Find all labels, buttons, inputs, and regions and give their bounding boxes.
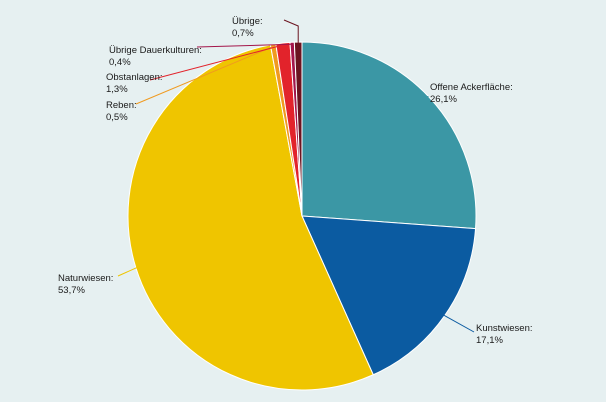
leader-line-reben: [135, 45, 274, 105]
label-naturwiesen: Naturwiesen: 53,7%: [58, 273, 116, 296]
leader-line-uebrige-dauerkulturen: [196, 43, 293, 48]
leader-line-obstanlagen: [149, 44, 284, 81]
leader-line-naturwiesen: [117, 266, 138, 277]
label-uebrige-dauerkulturen: Übrige Dauerkulturen: 0,4%: [109, 45, 205, 68]
leader-line-uebrige: [283, 19, 299, 45]
pie-slice-offene-ackerflaeche: [301, 41, 477, 230]
label-kunstwiesen: Kunstwiesen: 17,1%: [476, 323, 535, 346]
leader-line-kunstwiesen: [442, 314, 475, 333]
slice-labels: Offene Ackerfläche: 26,1% Kunstwiesen: 1…: [58, 16, 535, 346]
leader-lines: [117, 19, 475, 333]
label-offene-ackerflaeche: Offene Ackerfläche: 26,1%: [430, 82, 515, 105]
label-reben: Reben: 0,5%: [106, 100, 139, 123]
label-obstanlagen: Obstanlagen: 1,3%: [106, 72, 165, 95]
label-uebrige: Übrige: 0,7%: [232, 16, 265, 39]
pie-slices: [127, 41, 477, 391]
